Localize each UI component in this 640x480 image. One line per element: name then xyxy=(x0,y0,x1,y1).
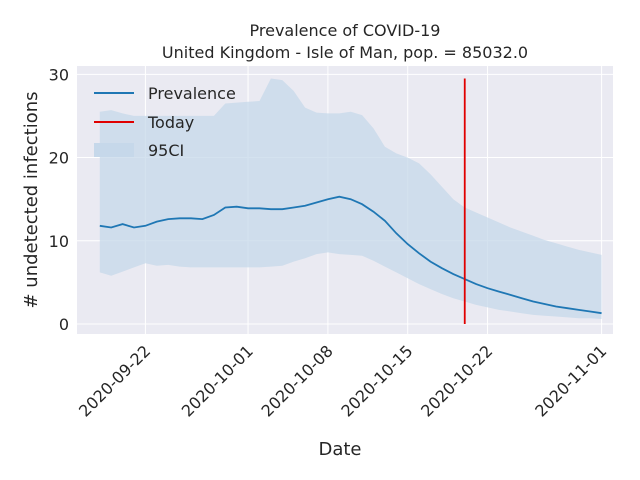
prevalence-line xyxy=(99,195,602,315)
legend-ci-swatch xyxy=(94,143,134,157)
x-tick-label: 2020-10-15 xyxy=(337,341,416,420)
y-tick-label: 10 xyxy=(49,232,69,251)
x-tick-label: 2020-11-01 xyxy=(531,341,610,420)
legend: Prevalence Today 95CI xyxy=(94,84,236,160)
x-tick-label: 2020-10-01 xyxy=(178,341,257,420)
y-tick-label: 20 xyxy=(49,149,69,168)
y-tick-labels: 0 10 20 30 xyxy=(49,65,69,334)
legend-prevalence-label: Prevalence xyxy=(148,84,236,103)
chart-subtitle: United Kingdom - Isle of Man, pop. = 850… xyxy=(162,43,528,62)
y-axis-label: # undetected infections xyxy=(21,91,42,308)
x-tick-label: 2020-10-08 xyxy=(258,341,337,420)
y-tick-label: 30 xyxy=(49,65,69,84)
x-tick-labels: 2020-09-22 2020-10-01 2020-10-08 2020-10-15… xyxy=(75,341,610,420)
y-tick-label: 0 xyxy=(59,315,69,334)
legend-today-label: Today xyxy=(147,113,194,132)
x-tick-label: 2020-09-22 xyxy=(75,341,154,420)
x-axis-label: Date xyxy=(318,439,361,460)
legend-ci-label: 95CI xyxy=(148,141,184,160)
chart-title: Prevalence of COVID-19 xyxy=(250,21,441,40)
x-tick-label: 2020-10-22 xyxy=(417,341,496,420)
